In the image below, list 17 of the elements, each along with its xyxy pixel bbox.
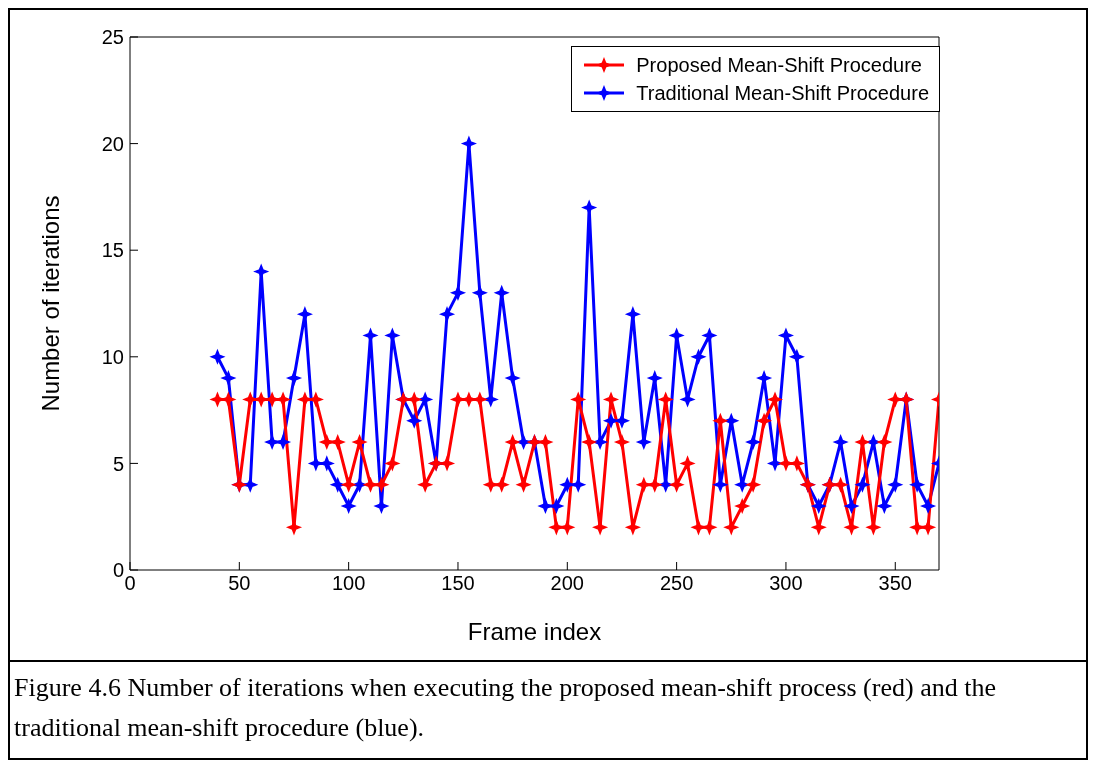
legend-label: Proposed Mean-Shift Procedure (636, 53, 922, 78)
x-tick-label: 200 (550, 572, 584, 595)
y-tick-label: 5 (112, 452, 124, 475)
x-tick-label: 250 (659, 572, 694, 595)
x-tick-label: 350 (878, 572, 912, 595)
x-tick-label: 100 (331, 572, 366, 595)
x-tick-label: 50 (228, 572, 251, 595)
y-axis-title: Number of iterations (36, 195, 64, 412)
x-axis-title: Frame index (467, 618, 602, 645)
y-tick-label: 10 (101, 345, 124, 368)
y-tick-label: 20 (101, 132, 124, 155)
y-tick-label: 25 (101, 26, 124, 49)
x-tick-label: 300 (769, 572, 803, 595)
caption: Figure 4.6 Number of iterations when executing the proposed mean-shift process (red) and the traditional mean-shift procedure (blue). (14, 672, 997, 744)
x-tick-label: 150 (441, 572, 475, 595)
legend-label: Traditional Mean-Shift Procedure (636, 81, 929, 106)
y-tick-label: 15 (101, 239, 124, 262)
